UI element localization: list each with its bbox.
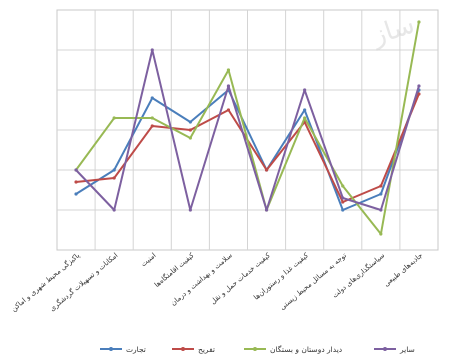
data-point	[341, 196, 345, 200]
x-tick-label: امنیت	[140, 251, 158, 268]
data-point	[417, 84, 421, 88]
data-point	[417, 92, 421, 96]
data-point	[150, 124, 154, 128]
legend: تجارت تفریح دیدار دوستان و بستگان سایر	[100, 345, 415, 354]
watermark: ﺳﺎﺯ	[367, 10, 418, 52]
data-point	[74, 192, 78, 196]
data-point	[379, 208, 383, 212]
data-point	[188, 136, 192, 140]
legend-marker	[109, 347, 113, 351]
data-point	[112, 168, 116, 172]
data-point	[341, 184, 345, 188]
series-line-3	[75, 21, 420, 235]
data-point	[264, 208, 269, 212]
data-point	[303, 116, 307, 120]
x-tick-label: پاکیزگی محیط شهری و اماکن	[9, 251, 81, 314]
data-point	[150, 48, 154, 52]
data-point	[379, 232, 383, 236]
legend-marker	[383, 347, 387, 351]
data-point	[188, 120, 192, 124]
legend-label: تجارت	[126, 345, 146, 354]
data-point	[150, 96, 154, 100]
data-point	[150, 116, 154, 120]
series-layer	[74, 20, 421, 236]
data-point	[74, 168, 78, 172]
legend-label: دیدار دوستان و بستگان	[270, 345, 342, 354]
data-point	[379, 184, 383, 188]
data-point	[341, 200, 345, 204]
data-point	[226, 68, 231, 72]
gridlines	[57, 10, 438, 250]
data-point	[379, 192, 383, 196]
series-line-4	[75, 49, 420, 211]
x-tick-label: امکانات و تسهیلات گردشگری	[48, 251, 120, 313]
legend-marker	[181, 347, 185, 351]
x-tick-label: سلامت و بهداشت و درمان	[169, 251, 234, 307]
data-point	[112, 176, 116, 180]
data-point	[264, 168, 269, 172]
data-point	[226, 84, 231, 88]
data-point	[341, 208, 345, 212]
legend-label: سایر	[399, 345, 415, 354]
x-tick-label: توجه به مسائل محیط زیستی	[278, 251, 348, 311]
x-tick-label: جاذبه‌های طبیعی	[382, 251, 424, 288]
legend-marker	[253, 347, 257, 351]
data-point	[188, 208, 192, 212]
svg-text:ﺳﺎﺯ: ﺳﺎﺯ	[367, 10, 418, 52]
data-point	[112, 116, 116, 120]
data-point	[303, 88, 307, 92]
data-point	[226, 108, 231, 112]
data-point	[112, 208, 116, 212]
data-point	[74, 180, 78, 184]
data-point	[188, 128, 192, 132]
legend-label: تفریح	[198, 345, 215, 354]
data-point	[417, 20, 421, 24]
data-point	[303, 108, 307, 112]
